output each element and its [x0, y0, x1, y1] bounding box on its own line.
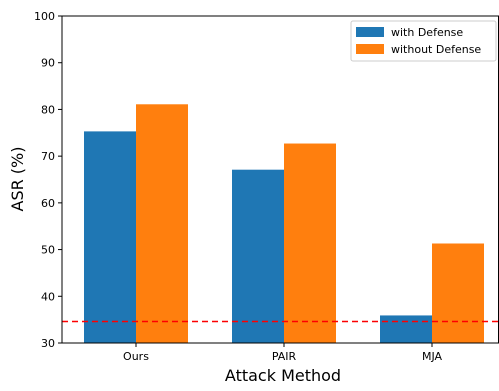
legend-label-with-defense: with Defense [391, 26, 463, 39]
legend-swatch-with-defense [356, 27, 384, 37]
y-tick-label-60: 60 [41, 197, 55, 210]
y-tick-label-30: 30 [41, 337, 55, 350]
y-tick-label-100: 100 [34, 10, 55, 23]
x-tick-label-ours: Ours [123, 350, 149, 363]
legend-label-without-defense: without Defense [391, 43, 481, 56]
bar-without-defense-pair [284, 143, 336, 343]
x-axis-label: Attack Method [225, 366, 341, 385]
y-tick-label-80: 80 [41, 103, 55, 116]
y-tick-label-70: 70 [41, 150, 55, 163]
y-tick-label-50: 50 [41, 244, 55, 257]
y-tick-label-40: 40 [41, 290, 55, 303]
x-tick-label-pair: PAIR [272, 350, 297, 363]
legend: with Defense without Defense [350, 20, 497, 62]
x-tick-label-mja: MJA [422, 350, 443, 363]
bar-with-defense-ours [84, 131, 136, 343]
bar-without-defense-mja [432, 243, 484, 343]
y-tick-label-90: 90 [41, 57, 55, 70]
plot-area: 30 40 50 60 70 80 90 100 Ours PAIR MJA [34, 10, 499, 363]
legend-swatch-without-defense [356, 44, 384, 54]
y-axis-label: ASR (%) [8, 147, 27, 212]
legend-frame [350, 20, 497, 62]
bar-with-defense-pair [232, 169, 284, 343]
bar-with-defense-mja [380, 315, 432, 343]
bar-without-defense-ours [136, 104, 188, 343]
